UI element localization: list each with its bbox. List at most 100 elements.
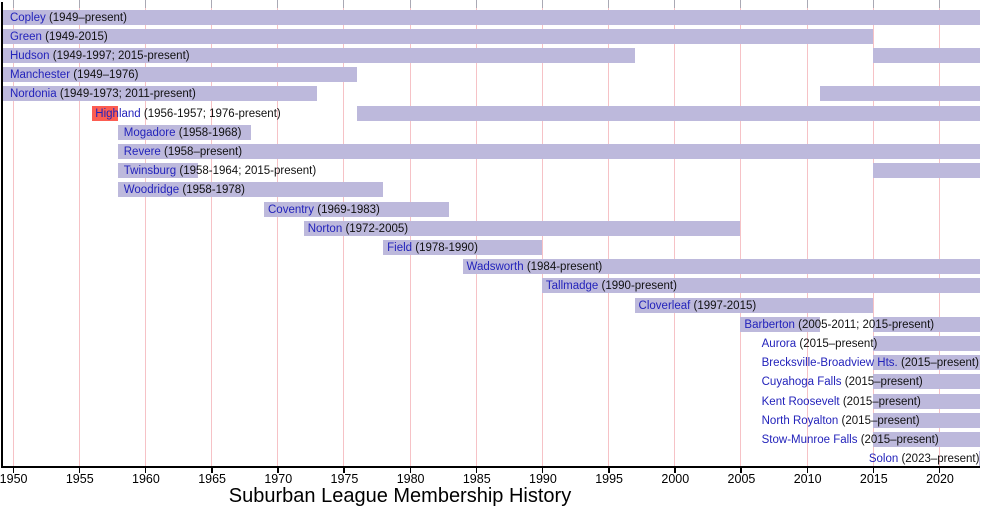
axis-tick-1970 [277,467,279,473]
membership-bar-cloverleaf-0 [634,297,873,313]
row-label-kent-roosevelt: Kent Roosevelt (2015–present) [762,396,921,408]
team-link-field[interactable]: Field [387,241,413,254]
axis-tick-1975 [343,467,345,473]
membership-bar-woodridge-0 [118,182,384,198]
team-link-brecksville-broadview-hts-[interactable]: Brecksville-Broadview Hts. [761,357,898,370]
row-label-norton: Norton (1972-2005) [308,223,408,235]
team-link-copley[interactable]: Copley [9,11,46,24]
top-tick-1990 [541,0,543,8]
team-link-cloverleaf[interactable]: Cloverleaf [638,299,691,312]
top-tick-1960 [144,0,146,8]
membership-bar-norton-0 [303,220,741,236]
team-years-label: (1978-1990) [415,241,478,254]
team-link-aurora[interactable]: Aurora [761,337,797,350]
axis-tick-label-1995: 1995 [595,472,624,486]
axis-tick-label-2000: 2000 [661,472,690,486]
top-tick-1985 [475,0,477,8]
gridline-2005 [740,0,742,466]
membership-bar-nordonia-1 [819,86,980,102]
row-label-coventry: Coventry (1969-1983) [268,204,380,216]
row-label-cuyahoga-falls: Cuyahoga Falls (2015–present) [762,376,923,388]
team-link-twinsburg[interactable]: Twinsburg [123,165,177,178]
team-years-label: (2015–present) [844,376,923,389]
axis-tick-1985 [475,467,478,473]
gridline-1950 [12,0,14,466]
membership-bar-field-0 [383,239,542,255]
team-link-cuyahoga-falls[interactable]: Cuyahoga Falls [761,376,842,389]
top-tick-1995 [608,0,610,8]
axis-tick-1980 [409,467,412,473]
axis-tick-label-2020: 2020 [926,472,954,486]
y-axis-line [1,2,3,467]
top-tick-1980 [409,0,411,8]
team-link-highland[interactable]: Highland [95,107,141,120]
membership-bar-nordonia-0 [2,86,317,102]
team-years-label: (1949–present) [48,11,127,24]
axis-tick-label-2005: 2005 [727,472,756,486]
team-link-woodridge[interactable]: Woodridge [123,184,180,197]
team-link-wadsworth[interactable]: Wadsworth [466,261,524,274]
top-tick-2020 [938,0,940,8]
team-link-green[interactable]: Green [9,30,42,43]
axis-tick-label-2010: 2010 [793,472,822,486]
team-link-nordonia[interactable]: Nordonia [9,88,57,101]
row-label-hudson: Hudson (1949-1997; 2015-present) [10,50,190,62]
gridline-1970 [277,0,279,466]
row-label-woodridge: Woodridge (1958-1978) [124,184,245,196]
row-label-tallmadge: Tallmadge (1990-present) [546,280,677,292]
team-years-label: (1956-1957; 1976-present) [143,107,281,120]
row-label-copley: Copley (1949–present) [10,12,127,24]
axis-tick-label-1985: 1985 [462,472,491,486]
row-label-mogadore: Mogadore (1958-1968) [124,127,242,139]
membership-bar-copley-0 [2,9,980,25]
team-link-revere[interactable]: Revere [123,145,161,158]
membership-bar-twinsburg-0 [118,163,198,179]
membership-bar-solon-0 [978,451,981,467]
axis-tick-label-2015: 2015 [859,472,888,486]
team-link-coventry[interactable]: Coventry [268,203,315,216]
row-label-stow-munroe-falls: Stow-Munroe Falls (2015–present) [762,434,939,446]
gridline-1960 [144,0,146,466]
axis-tick-1960 [144,467,147,473]
team-link-solon[interactable]: Solon [868,453,899,466]
top-tick-1955 [78,0,80,8]
top-tick-2005 [740,0,742,8]
row-label-highland: Highland (1956-1957; 1976-present) [95,108,280,120]
membership-bar-revere-0 [118,143,980,159]
team-link-kent-roosevelt[interactable]: Kent Roosevelt [761,395,840,408]
row-label-wadsworth: Wadsworth (1984-present) [467,261,603,273]
axis-tick-label-1990: 1990 [529,472,557,486]
team-years-label: (1958-1968) [178,126,242,139]
team-years-label: (1997-2015) [693,299,757,312]
membership-bar-barberton-1 [872,316,980,332]
axis-tick-label-1960: 1960 [132,472,160,486]
team-link-manchester[interactable]: Manchester [9,69,71,82]
top-tick-1950 [12,0,14,8]
team-link-north-royalton[interactable]: North Royalton [761,414,839,427]
axis-tick-1990 [541,467,544,473]
team-link-stow-munroe-falls[interactable]: Stow-Munroe Falls [761,433,858,446]
row-label-green: Green (1949-2015) [10,31,108,43]
row-label-revere: Revere (1958–present) [124,146,242,158]
team-link-mogadore[interactable]: Mogadore [123,126,176,139]
membership-bar-cuyahoga-falls-0 [872,374,980,390]
membership-bar-barberton-0 [740,316,820,332]
team-years-label: (2015–present) [842,395,921,408]
row-label-aurora: Aurora (2015–present) [762,338,878,350]
gridline-1965 [211,0,213,466]
team-link-tallmadge[interactable]: Tallmadge [545,280,599,293]
row-label-brecksville-broadview-hts-: Brecksville-Broadview Hts. (2015–present… [762,357,979,369]
axis-tick-1995 [608,467,610,473]
axis-tick-2005 [740,467,742,473]
team-link-barberton[interactable]: Barberton [744,318,795,331]
row-label-twinsburg: Twinsburg (1958-1964; 2015-present) [124,165,316,177]
gridline-2015 [872,0,874,466]
membership-bar-hudson-1 [872,47,980,63]
membership-bar-hudson-0 [2,47,635,63]
axis-tick-2015 [872,467,875,473]
team-link-hudson[interactable]: Hudson [9,49,50,62]
team-years-label: (1984-present) [526,261,603,274]
team-link-norton[interactable]: Norton [307,222,343,235]
x-axis-line [1,466,980,468]
